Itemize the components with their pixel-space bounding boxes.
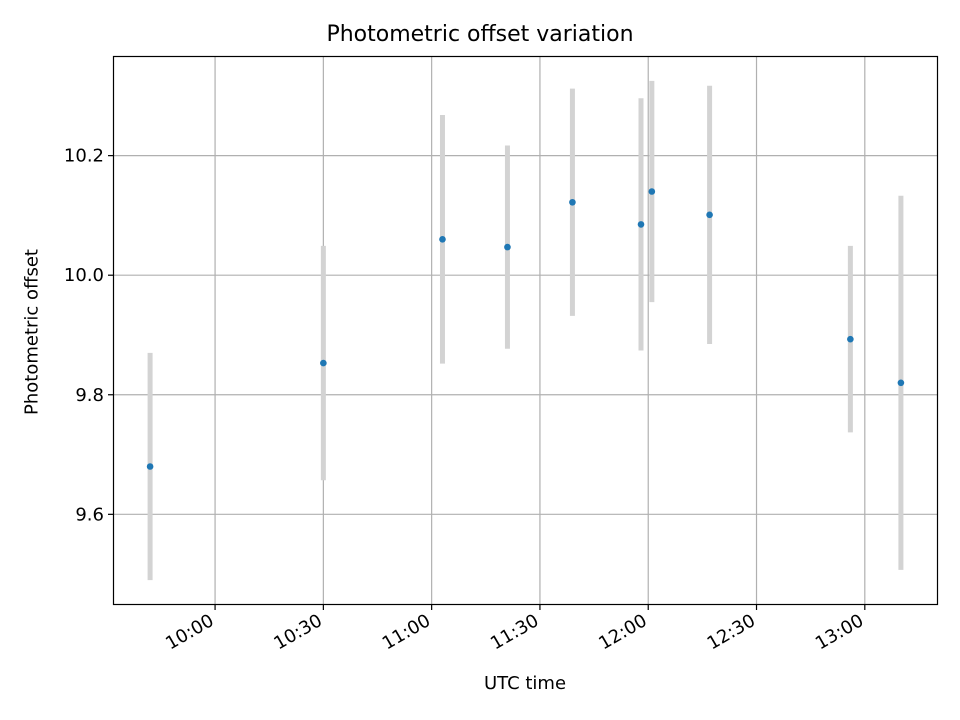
y-tick-label: 10.0 — [64, 265, 104, 286]
data-point — [146, 463, 154, 470]
data-point — [320, 359, 327, 367]
y-axis-label: Photometric offset — [21, 249, 43, 415]
y-tick-label: 9.8 — [75, 385, 104, 406]
y-axis-ticks: 9.6 9.8 10.0 10.2 — [64, 146, 114, 525]
data-point — [637, 221, 645, 228]
data-point — [847, 335, 854, 343]
x-tick-label: 11:30 — [487, 610, 542, 654]
x-tick-label: 10:30 — [270, 610, 325, 654]
data-point — [706, 211, 713, 219]
data-point — [569, 198, 576, 206]
x-tick-label: 10:00 — [162, 610, 217, 654]
x-tick-label: 12:00 — [595, 610, 650, 654]
plot-frame — [112, 55, 939, 606]
chart-title: Photometric offset variation — [326, 22, 634, 47]
x-axis-label: UTC time — [483, 673, 567, 694]
x-tick-label: 12:30 — [704, 610, 759, 654]
y-tick-label: 9.6 — [75, 504, 104, 525]
data-points — [146, 188, 905, 470]
data-point — [504, 243, 511, 251]
data-point — [648, 188, 656, 195]
y-tick-label: 10.2 — [64, 146, 104, 167]
x-axis-ticks: 10:00 10:30 11:00 11:30 12:00 12:30 13:00 — [162, 604, 867, 654]
x-tick-label: 13:00 — [812, 610, 867, 654]
x-tick-label: 11:00 — [379, 610, 434, 654]
data-point — [439, 236, 446, 243]
data-point — [897, 379, 905, 387]
grid-lines — [114, 57, 937, 604]
